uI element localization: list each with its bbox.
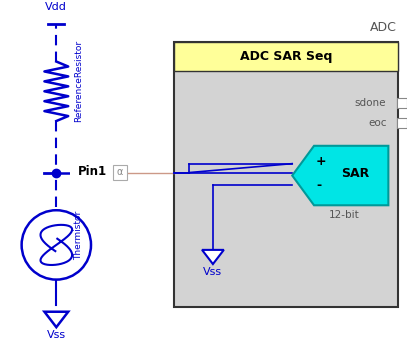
Text: 12-bit: 12-bit bbox=[329, 210, 360, 220]
Text: ReferenceResistor: ReferenceResistor bbox=[74, 40, 83, 122]
Polygon shape bbox=[292, 146, 389, 205]
Text: sdone: sdone bbox=[355, 98, 387, 108]
Text: α: α bbox=[115, 166, 121, 177]
Text: Pin1: Pin1 bbox=[78, 165, 107, 178]
Polygon shape bbox=[45, 312, 68, 327]
Text: ADC: ADC bbox=[369, 21, 396, 34]
Text: +: + bbox=[316, 155, 327, 168]
Bar bbox=[174, 42, 398, 72]
Text: Thermistor: Thermistor bbox=[74, 210, 83, 260]
Bar bbox=[397, 118, 407, 128]
Bar bbox=[397, 98, 407, 108]
Text: Vss: Vss bbox=[47, 330, 66, 340]
Text: SAR: SAR bbox=[341, 167, 369, 180]
Text: ADC SAR Seq: ADC SAR Seq bbox=[240, 50, 333, 63]
Bar bbox=[174, 42, 398, 307]
Text: eoc: eoc bbox=[368, 118, 387, 128]
Text: Vdd: Vdd bbox=[45, 2, 67, 12]
Text: α: α bbox=[117, 166, 123, 177]
Text: Vss: Vss bbox=[203, 267, 222, 277]
Text: -: - bbox=[316, 179, 321, 192]
Polygon shape bbox=[202, 250, 224, 264]
Bar bbox=[113, 165, 127, 180]
